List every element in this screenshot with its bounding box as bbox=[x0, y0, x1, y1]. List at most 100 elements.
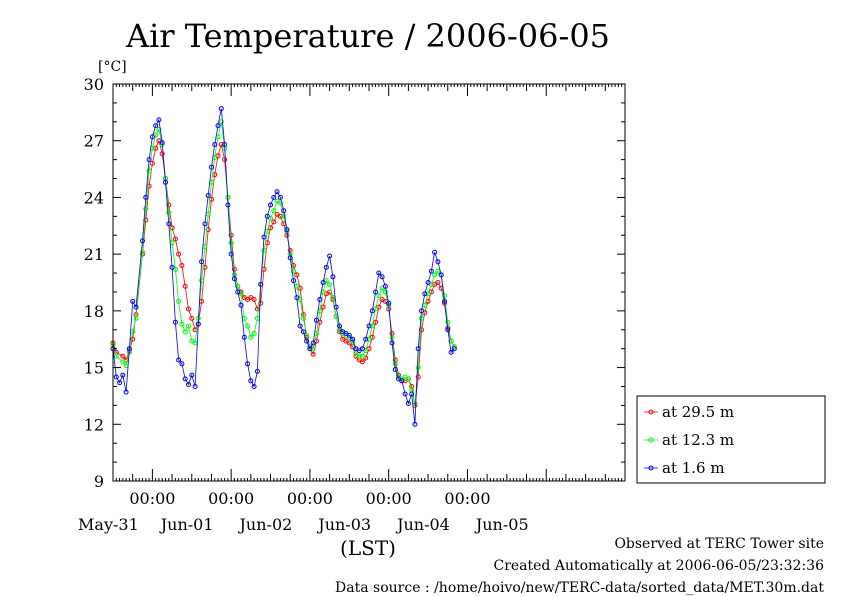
data-point bbox=[373, 319, 379, 325]
data-point bbox=[294, 295, 300, 301]
data-point bbox=[123, 389, 129, 395]
series-2 bbox=[110, 106, 457, 427]
data-point bbox=[120, 359, 126, 365]
data-point bbox=[451, 346, 457, 352]
data-point bbox=[176, 251, 182, 257]
data-point bbox=[310, 351, 316, 357]
x-date-label: Jun-02 bbox=[238, 515, 293, 534]
data-point bbox=[215, 123, 221, 129]
data-point bbox=[399, 378, 405, 384]
data-point bbox=[281, 213, 287, 219]
data-point bbox=[320, 280, 326, 285]
data-point bbox=[130, 336, 136, 342]
data-point bbox=[277, 194, 283, 200]
footer-created: Created Automatically at 2006-06-05/23:3… bbox=[493, 558, 824, 574]
data-point bbox=[120, 372, 126, 378]
data-point bbox=[277, 213, 283, 219]
data-point bbox=[382, 289, 388, 295]
data-point bbox=[199, 278, 205, 284]
data-point bbox=[277, 200, 283, 206]
data-point bbox=[386, 300, 392, 306]
data-point bbox=[425, 291, 431, 297]
data-point bbox=[192, 384, 198, 389]
x-date-label: Jun-03 bbox=[316, 515, 371, 534]
data-point bbox=[330, 274, 336, 280]
data-point bbox=[405, 376, 411, 382]
data-point bbox=[189, 372, 195, 378]
data-point bbox=[264, 229, 270, 234]
data-point bbox=[228, 251, 234, 257]
data-point bbox=[376, 293, 382, 299]
data-point bbox=[317, 297, 323, 302]
data-point bbox=[153, 145, 159, 151]
data-point bbox=[327, 281, 333, 287]
y-tick-label: 30 bbox=[84, 75, 104, 94]
data-point bbox=[300, 329, 306, 335]
data-point bbox=[120, 353, 126, 359]
axes: 9 12 15 18 21 24 27 30 00:00 00:00 00:00 00:00 00:00… bbox=[78, 75, 626, 534]
data-point bbox=[228, 240, 234, 246]
data-point bbox=[140, 238, 145, 244]
legend-label: at 1.6 m bbox=[662, 459, 725, 477]
data-point bbox=[113, 374, 119, 380]
x-date-label: Jun-01 bbox=[159, 515, 214, 534]
data-point bbox=[218, 142, 224, 147]
series-1 bbox=[110, 119, 457, 406]
data-point bbox=[346, 332, 352, 338]
data-point bbox=[140, 249, 145, 255]
data-point bbox=[382, 283, 388, 289]
data-point bbox=[284, 227, 290, 233]
data-point bbox=[428, 268, 434, 274]
data-point bbox=[261, 247, 267, 253]
data-point bbox=[405, 401, 411, 406]
data-point bbox=[432, 249, 438, 255]
data-point bbox=[291, 278, 296, 284]
data-point bbox=[415, 346, 421, 352]
x-time-label: 00:00 bbox=[287, 489, 333, 508]
data-point bbox=[323, 264, 329, 270]
legend-label: at 29.5 m bbox=[662, 403, 734, 421]
data-point bbox=[146, 157, 152, 163]
data-point bbox=[159, 140, 165, 146]
footer-source: Data source : /home/hoivo/new/TERC-data/… bbox=[335, 580, 824, 596]
data-point bbox=[415, 365, 421, 371]
data-point bbox=[172, 319, 178, 325]
x-time-label: 00:00 bbox=[444, 489, 490, 508]
y-tick-label: 15 bbox=[84, 359, 104, 378]
data-point bbox=[359, 346, 365, 352]
data-point bbox=[251, 297, 257, 302]
data-point bbox=[149, 134, 155, 140]
y-tick-label: 18 bbox=[84, 302, 104, 321]
data-point bbox=[205, 193, 211, 198]
data-point bbox=[218, 106, 224, 112]
x-date-label: Jun-04 bbox=[395, 515, 450, 534]
data-point bbox=[133, 315, 139, 321]
data-point bbox=[117, 380, 123, 386]
footer-observed: Observed at TERC Tower site bbox=[614, 536, 824, 552]
data-point bbox=[291, 268, 296, 274]
data-point bbox=[320, 304, 326, 310]
data-point bbox=[415, 374, 421, 380]
data-point bbox=[310, 346, 316, 352]
data-point bbox=[274, 189, 280, 195]
data-point bbox=[133, 304, 139, 310]
data-point bbox=[264, 213, 270, 219]
data-point bbox=[209, 164, 214, 170]
data-point bbox=[359, 353, 365, 359]
data-point bbox=[373, 289, 379, 295]
x-time-label: 00:00 bbox=[366, 489, 412, 508]
data-point bbox=[186, 306, 191, 312]
data-point bbox=[287, 255, 293, 261]
data-point bbox=[363, 336, 369, 342]
data-point bbox=[248, 378, 254, 384]
data-point bbox=[218, 119, 224, 125]
data-point bbox=[182, 283, 188, 289]
y-tick-label: 9 bbox=[94, 472, 104, 491]
data-point bbox=[245, 361, 251, 367]
data-point bbox=[254, 368, 260, 374]
series-0 bbox=[110, 138, 457, 408]
data-point bbox=[130, 298, 136, 304]
data-point bbox=[261, 234, 267, 240]
x-date-label: May-31 bbox=[78, 515, 139, 534]
data-point bbox=[202, 221, 208, 227]
